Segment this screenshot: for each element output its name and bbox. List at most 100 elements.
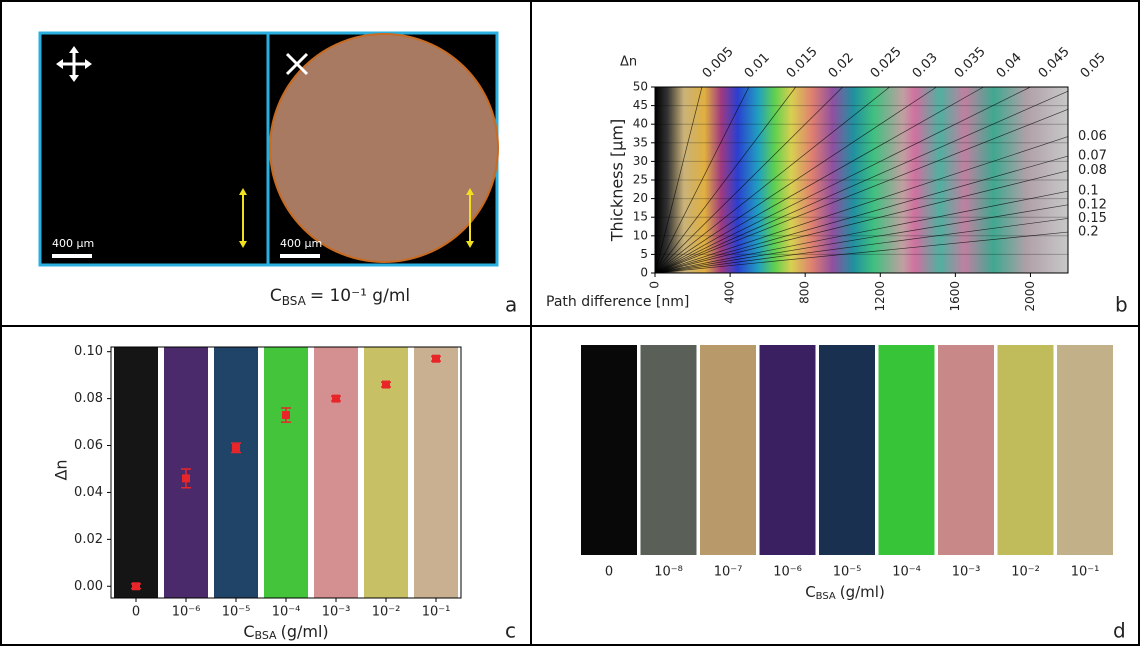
sample-strip <box>819 345 875 555</box>
caption-subscript: BSA <box>282 294 307 308</box>
right-label: 0.08 <box>1078 163 1107 178</box>
x-tick-label: 10⁻³ <box>322 605 351 620</box>
x-axis-unit: (g/ml) <box>840 583 885 601</box>
sample-strip <box>314 347 358 598</box>
x-axis-label: Path difference [nm] <box>546 294 689 310</box>
sample-strip <box>641 345 697 555</box>
panel-label: b <box>1115 293 1128 317</box>
x-axis-label: CBSA (g/ml) <box>805 583 885 603</box>
panel-label: d <box>1113 619 1126 643</box>
x-axis-label: CBSA(g/ml) <box>243 622 328 643</box>
data-point <box>282 411 290 419</box>
strip-label: 10⁻⁵ <box>833 565 862 580</box>
top-label: 0.01 <box>742 50 773 81</box>
strip-label: 0 <box>605 565 613 580</box>
scale-label: 400 μm <box>280 237 322 250</box>
y-tick-label: 20 <box>633 191 648 205</box>
y-tick-label: 45 <box>633 98 648 112</box>
y-axis-label: Thickness [μm] <box>608 119 627 242</box>
x-tick-label: 10⁻¹ <box>422 605 451 620</box>
x-axis-subscript: BSA <box>816 591 836 602</box>
data-point <box>332 395 340 403</box>
sample-strip <box>581 345 637 555</box>
y-tick-label: 0.04 <box>74 485 103 500</box>
y-tick-label: 40 <box>633 117 648 131</box>
top-label: 0.015 <box>784 44 821 81</box>
sample-disk <box>270 34 498 262</box>
right-label: 0.06 <box>1078 129 1107 144</box>
y-tick-label: 0.00 <box>74 579 103 594</box>
sample-strip <box>214 347 258 598</box>
y-tick-label: 15 <box>633 210 648 224</box>
data-point <box>182 474 190 482</box>
panel-label: a <box>505 293 517 317</box>
x-tick-label: 1200 <box>873 281 887 312</box>
data-point <box>132 582 140 590</box>
x-axis-symbol: C <box>805 583 815 601</box>
x-tick-label: 1600 <box>948 281 962 312</box>
right-label: 0.2 <box>1078 225 1099 240</box>
strip-label: 10⁻¹ <box>1071 565 1100 580</box>
top-label: 0.02 <box>826 50 857 81</box>
data-point <box>382 381 390 389</box>
scale-bar <box>52 254 92 258</box>
panel-label: c <box>505 619 516 643</box>
x-axis-subscript: BSA <box>255 629 278 642</box>
strip-label: 10⁻⁸ <box>654 565 683 580</box>
right-label: 0.07 <box>1078 149 1107 164</box>
y-tick-label: 50 <box>633 80 648 94</box>
data-point <box>232 444 240 452</box>
y-tick-label: 30 <box>633 154 648 168</box>
top-label: 0.05 <box>1078 50 1109 81</box>
sample-strip <box>264 347 308 598</box>
y-tick-label: 25 <box>633 173 648 187</box>
x-tick-label: 10⁻⁵ <box>222 605 251 620</box>
caption-symbol: C <box>270 286 282 306</box>
y-tick-label: 35 <box>633 135 648 149</box>
top-label: 0.03 <box>910 50 941 81</box>
top-label: 0.045 <box>1036 44 1073 81</box>
strip-label: 10⁻² <box>1011 565 1040 580</box>
y-tick-label: 5 <box>640 247 648 261</box>
strip-label: 10⁻⁴ <box>892 565 921 580</box>
x-tick-label: 10⁻⁴ <box>272 605 301 620</box>
scale-label: 400 μm <box>52 237 94 250</box>
sample-strip <box>114 347 158 598</box>
top-label: 0.035 <box>952 44 989 81</box>
sample-strip <box>700 345 756 555</box>
top-label: 0.04 <box>994 50 1025 81</box>
x-axis-symbol: C <box>243 622 254 641</box>
x-axis-unit: (g/ml) <box>281 622 329 641</box>
y-tick-label: 0 <box>640 266 648 280</box>
top-axis-label: Δn <box>620 55 637 70</box>
strip-label: 10⁻⁷ <box>714 565 743 580</box>
x-tick-label: 0 <box>132 605 140 620</box>
sample-strip <box>1057 345 1113 555</box>
y-tick-label: 0.06 <box>74 438 103 453</box>
sample-strip <box>998 345 1054 555</box>
x-tick-label: 800 <box>798 281 812 304</box>
caption: CBSA= 10⁻¹ g/ml <box>270 286 410 308</box>
sample-strip <box>760 345 816 555</box>
y-tick-label: 10 <box>633 228 648 242</box>
caption-text: = 10⁻¹ g/ml <box>310 286 410 306</box>
y-tick-label: 0.02 <box>74 532 103 547</box>
x-tick-label: 10⁻⁶ <box>172 605 201 620</box>
y-axis-label: Δn <box>52 459 71 480</box>
figure: 400 μm 400 μm CBSA= 10⁻¹ g/ml a 05101520… <box>0 0 1140 646</box>
strip-label: 10⁻⁶ <box>773 565 802 580</box>
x-tick-label: 0 <box>648 281 662 289</box>
sample-strip <box>414 347 458 598</box>
top-label: 0.025 <box>868 44 905 81</box>
sample-strip <box>879 345 935 555</box>
y-tick-label: 0.08 <box>74 391 103 406</box>
x-tick-label: 2000 <box>1023 281 1037 312</box>
sample-strip <box>938 345 994 555</box>
x-tick-label: 10⁻² <box>372 605 401 620</box>
top-label: 0.005 <box>700 44 737 81</box>
data-point <box>432 355 440 363</box>
x-tick-label: 400 <box>723 281 737 304</box>
scale-bar <box>280 254 320 258</box>
y-tick-label: 0.10 <box>74 344 103 359</box>
strip-label: 10⁻³ <box>952 565 981 580</box>
